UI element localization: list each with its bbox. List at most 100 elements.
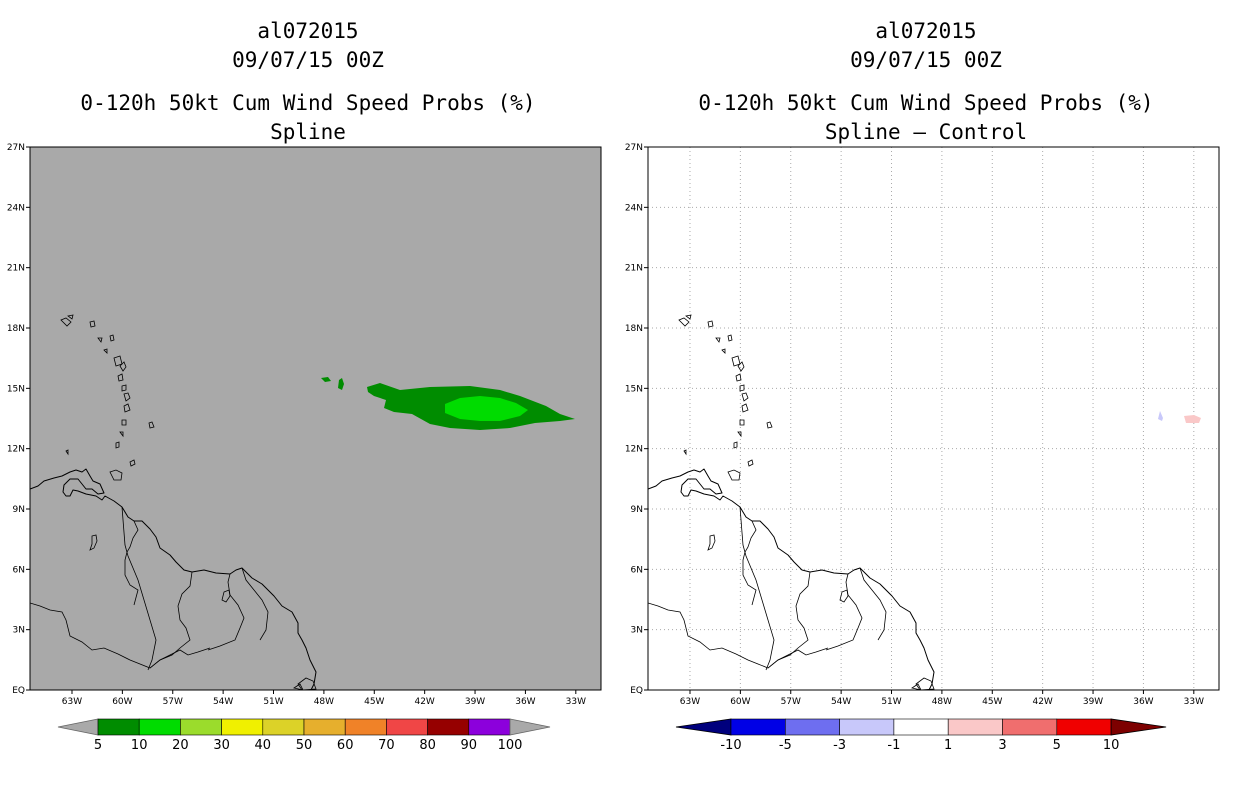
right-storm-id: al072015 [875,19,977,43]
left-lat-label: EQ [12,686,25,696]
left-colorbar-label: 5 [94,738,102,753]
left-lon-label: 33W [566,697,586,707]
left-lon-label: 42W [414,697,434,707]
right-lat-label: 12N [625,445,643,455]
right-colorbar-label: -3 [833,738,846,753]
right-colorbar-swatch [893,718,949,736]
left-lon-label: 51W [263,697,283,707]
left-title-block: al072015 09/07/15 00Z 0-120h 50kt Cum Wi… [8,17,608,147]
left-lon-label: 48W [314,697,334,707]
right-lat-label: 9N [631,505,643,515]
right-lon-label: 33W [1184,697,1204,707]
left-colorbar-swatch [427,718,470,736]
right-lon-label: 51W [881,697,901,707]
left-lon-label: 60W [112,697,132,707]
right-map-panel: 27N 24N 21N 18N 15N 12N 9N 6N 3N EQ 63W 60W 57W 54W 5… [625,143,1220,707]
right-colorbar-label: 1 [944,738,952,753]
right-lat-label: 3N [631,626,643,636]
right-colorbar-label: 3 [998,738,1006,753]
right-lon-label: 39W [1083,697,1103,707]
right-lon-label: 36W [1133,697,1153,707]
left-colorbar-high-arrow [509,718,551,736]
left-lon-label: 54W [213,697,233,707]
left-colorbar-label: 80 [419,738,436,753]
right-lat-label: 18N [625,324,643,334]
right-lon-label: 45W [982,697,1002,707]
left-product-title: 0-120h 50kt Cum Wind Speed Probs (%) [80,91,536,115]
left-colorbar-label: 60 [337,738,354,753]
right-map-frame [647,146,1220,691]
right-lon-axis: 63W 60W 57W 54W 51W 48W 45W 42W 39W 36W 33W [680,690,1204,707]
right-colorbar-label: -10 [720,738,741,753]
right-colorbar: -10 -5 -3 -1 1 3 5 10 [675,718,1167,753]
right-colorbar-swatch [839,718,895,736]
left-colorbar-label: 30 [213,738,230,753]
left-map-frame [29,146,602,691]
left-lon-label: 39W [465,697,485,707]
left-colorbar-swatch [180,718,222,736]
left-lat-label: 24N [7,203,25,213]
right-subtitle: Spline — Control [824,120,1028,144]
right-lat-label: 6N [631,565,643,575]
right-product-title: 0-120h 50kt Cum Wind Speed Probs (%) [698,91,1154,115]
left-colorbar-swatch [97,718,140,736]
right-datetime: 09/07/15 00Z [850,48,1002,72]
left-colorbar-swatch [344,718,387,736]
right-colorbar-low-arrow [675,718,732,736]
left-lat-label: 18N [7,324,25,334]
left-lat-label: 27N [7,143,25,153]
left-colorbar-label: 70 [378,738,395,753]
right-colorbar-swatch [784,718,840,736]
left-lon-label: 45W [364,697,384,707]
right-lat-label: 27N [625,143,643,153]
left-lat-label: 21N [7,264,25,274]
right-positive-diff-region [1184,415,1201,423]
left-datetime: 09/07/15 00Z [232,48,384,72]
right-colorbar-label: -1 [887,738,900,753]
left-storm-id: al072015 [257,19,359,43]
left-map-panel: 27N 24N 21N 18N 15N 12N 9N 6N 3N EQ 63W 60W 57W 54W 5… [7,143,602,707]
left-lon-axis: 63W 60W 57W 54W 51W 48W 45W 42W 39W 36W 33W [62,690,586,707]
left-colorbar-swatch [386,718,428,736]
right-grid [648,147,1219,690]
left-lon-label: 36W [515,697,535,707]
left-lat-label: 6N [13,565,25,575]
right-colorbar-label: -5 [779,738,792,753]
right-map-background [648,147,1219,690]
right-lon-label: 60W [730,697,750,707]
left-lat-label: 3N [13,626,25,636]
left-colorbar-label: 40 [255,738,272,753]
left-lat-label: 15N [7,384,25,394]
left-colorbar-label: 90 [461,738,478,753]
right-lat-label: 24N [625,203,643,213]
left-colorbar-swatch [221,718,264,736]
right-lat-axis: 27N 24N 21N 18N 15N 12N 9N 6N 3N EQ [625,143,648,696]
right-lon-label: 42W [1032,697,1052,707]
left-colorbar: 5 10 20 30 40 50 60 70 80 90 100 [57,718,551,753]
left-colorbar-label: 100 [498,738,523,753]
right-lat-label: EQ [630,686,643,696]
left-subtitle: Spline [270,120,346,144]
right-colorbar-swatch [1002,718,1058,736]
right-colorbar-swatch [947,718,1003,736]
right-title-block: al072015 09/07/15 00Z 0-120h 50kt Cum Wi… [626,17,1226,147]
left-colorbar-swatch [138,718,181,736]
left-colorbar-swatch [468,718,511,736]
right-lon-label: 57W [781,697,801,707]
right-lon-label: 63W [680,697,700,707]
right-colorbar-swatch [730,718,786,736]
left-colorbar-label: 10 [131,738,148,753]
right-colorbar-swatch [1056,718,1112,736]
left-colorbar-label: 50 [296,738,313,753]
left-lon-label: 63W [62,697,82,707]
right-colorbar-high-arrow [1110,718,1167,736]
right-colorbar-label: 10 [1103,738,1120,753]
right-negative-diff-region [1158,411,1163,421]
right-colorbar-label: 5 [1053,738,1061,753]
left-lat-axis: 27N 24N 21N 18N 15N 12N 9N 6N 3N EQ [7,143,30,696]
left-lon-label: 57W [163,697,183,707]
left-lat-label: 12N [7,445,25,455]
left-colorbar-low-arrow [57,718,99,736]
right-lat-label: 15N [625,384,643,394]
left-prob-20-30-region [445,396,528,421]
